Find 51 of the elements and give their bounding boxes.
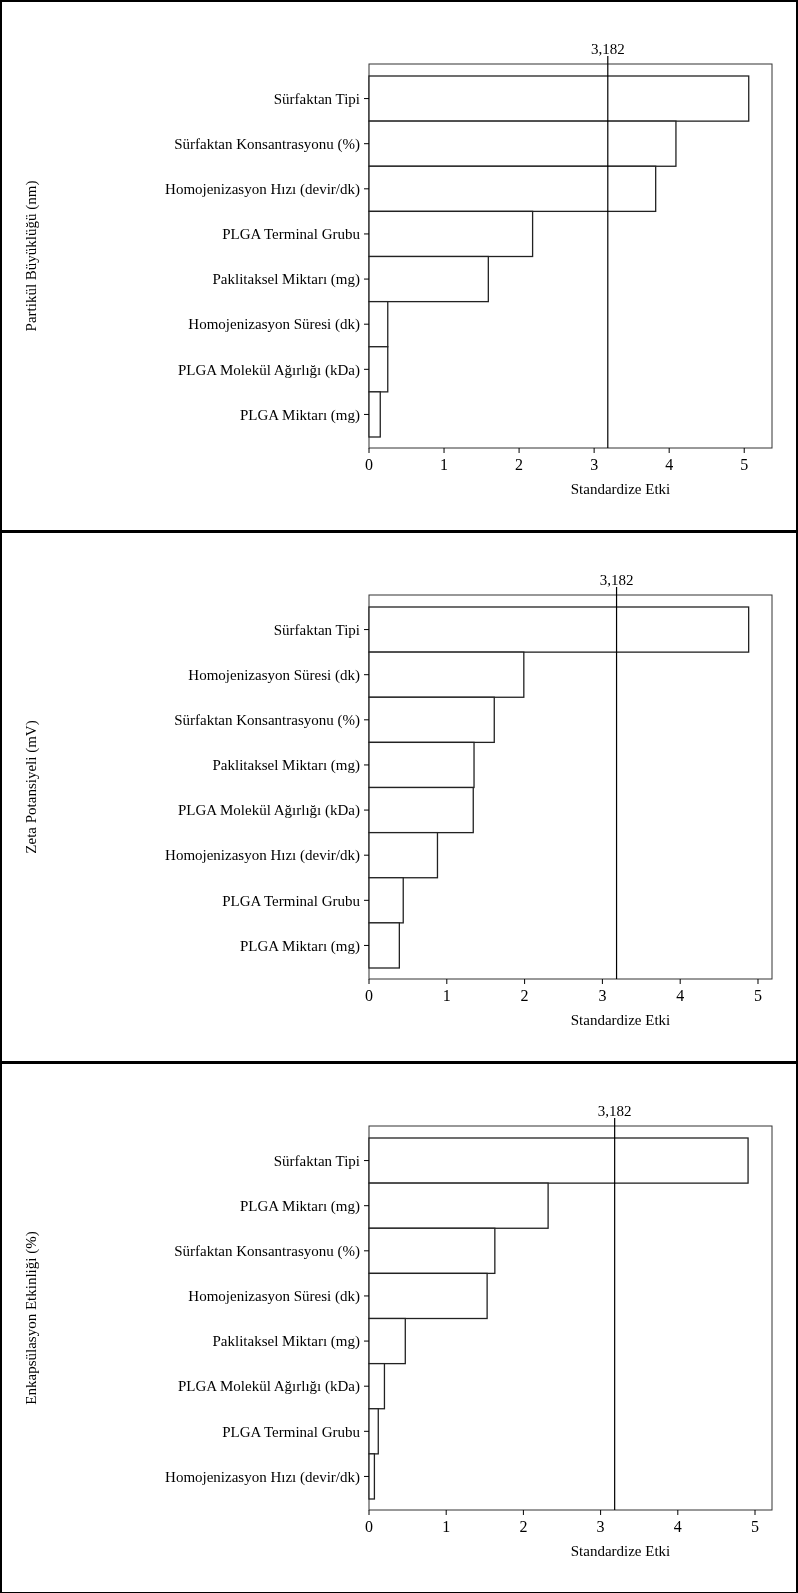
y-tick-label: Homojenizasyon Süresi (dk) bbox=[188, 666, 360, 684]
y-tick-label: PLGA Molekül Ağırlığı (kDa) bbox=[177, 361, 360, 379]
y-tick-label: Sürfaktan Tipi bbox=[273, 621, 360, 638]
y-tick-label: Homojenizasyon Süresi (dk) bbox=[188, 316, 360, 334]
y-axis-title: Partikül Büyüklüğü (nm) bbox=[23, 180, 40, 332]
y-tick-label: Sürfaktan Tipi bbox=[273, 90, 360, 107]
x-tick-label: 5 bbox=[754, 987, 762, 1004]
y-tick-label: Paklitaksel Miktarı (mg) bbox=[212, 271, 360, 289]
ref-line-label: 3,182 bbox=[599, 572, 634, 588]
x-tick-label: 2 bbox=[519, 1518, 528, 1535]
y-tick-label: Homojenizasyon Hızı (devir/dk) bbox=[165, 181, 360, 199]
x-axis-title: Standardize Etki bbox=[570, 1543, 671, 1559]
y-tick-label: Sürfaktan Tipi bbox=[273, 1152, 360, 1169]
y-tick-label: PLGA Terminal Grubu bbox=[222, 892, 361, 909]
x-tick-label: 0 bbox=[365, 1518, 373, 1535]
x-tick-label: 3 bbox=[598, 987, 607, 1004]
y-tick-label: Sürfaktan Konsantrasyonu (%) bbox=[174, 135, 360, 153]
x-tick-label: 1 bbox=[442, 987, 451, 1004]
x-tick-label: 2 bbox=[515, 456, 524, 473]
x-axis-title: Standardize Etki bbox=[570, 1012, 671, 1028]
y-tick-label: PLGA Molekül Ağırlığı (kDa) bbox=[177, 1378, 360, 1396]
x-tick-label: 1 bbox=[440, 456, 449, 473]
x-tick-label: 0 bbox=[365, 456, 373, 473]
ref-line-label: 3,182 bbox=[597, 1103, 632, 1119]
y-axis-title: Enkapsülasyon Etkinliği (%) bbox=[23, 1231, 40, 1405]
y-tick-label: Sürfaktan Konsantrasyonu (%) bbox=[174, 712, 360, 730]
y-tick-label: PLGA Miktarı (mg) bbox=[240, 937, 360, 955]
y-tick-label: Homojenizasyon Süresi (dk) bbox=[188, 1288, 360, 1306]
y-tick-label: Homojenizasyon Hızı (devir/dk) bbox=[165, 1468, 360, 1486]
y-tick-label: PLGA Molekül Ağırlığı (kDa) bbox=[177, 802, 360, 820]
x-tick-label: 0 bbox=[365, 987, 373, 1004]
x-tick-label: 4 bbox=[676, 987, 685, 1004]
y-axis-title: Zeta Potansiyeli (mV) bbox=[23, 720, 40, 854]
x-tick-label: 4 bbox=[673, 1518, 682, 1535]
y-tick-label: PLGA Terminal Grubu bbox=[222, 1423, 361, 1440]
y-tick-label: Sürfaktan Konsantrasyonu (%) bbox=[174, 1243, 360, 1261]
x-tick-label: 1 bbox=[442, 1518, 451, 1535]
x-tick-label: 4 bbox=[665, 456, 674, 473]
y-tick-label: PLGA Terminal Grubu bbox=[222, 226, 361, 243]
x-tick-label: 3 bbox=[590, 456, 599, 473]
x-tick-label: 3 bbox=[596, 1518, 605, 1535]
y-tick-label: Paklitaksel Miktarı (mg) bbox=[212, 757, 360, 775]
ref-line-label: 3,182 bbox=[590, 41, 625, 57]
y-tick-label: Homojenizasyon Hızı (devir/dk) bbox=[165, 847, 360, 865]
y-tick-label: PLGA Miktarı (mg) bbox=[240, 1197, 360, 1215]
x-axis-title: Standardize Etki bbox=[570, 481, 671, 497]
x-tick-label: 5 bbox=[751, 1518, 760, 1535]
y-tick-label: PLGA Miktarı (mg) bbox=[240, 406, 360, 424]
x-tick-label: 2 bbox=[520, 987, 529, 1004]
y-tick-label: Paklitaksel Miktarı (mg) bbox=[212, 1333, 360, 1351]
x-tick-label: 5 bbox=[740, 456, 749, 473]
